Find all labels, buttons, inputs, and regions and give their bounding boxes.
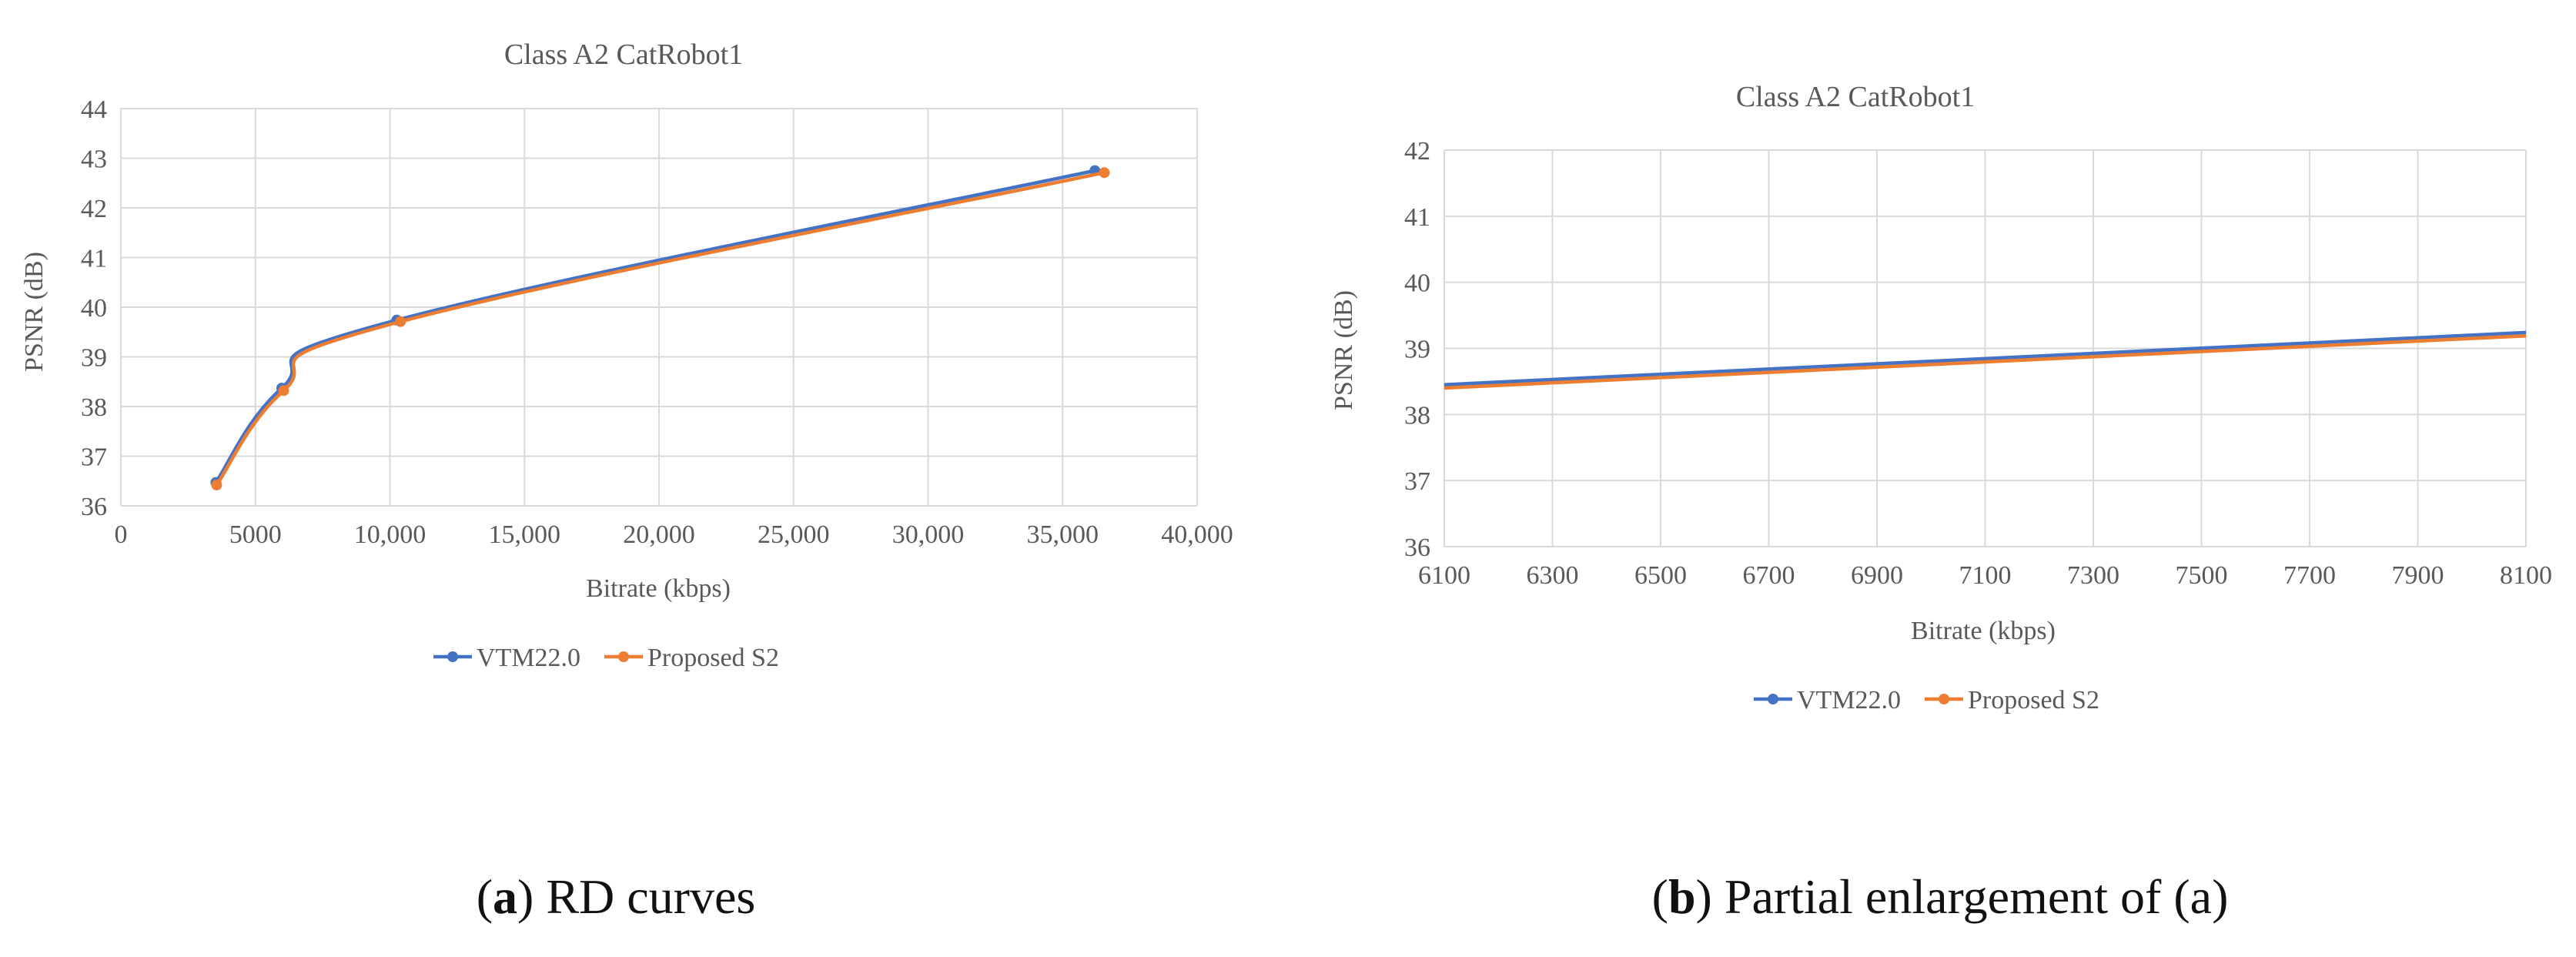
- caption-text: Partial enlargement of (a): [1724, 869, 2229, 924]
- legend-label: VTM22.0: [477, 644, 580, 672]
- partial-enlargement-chart: Class A2 CatRobot1 6100 6300 6500 6700 6900 7…: [1330, 81, 2552, 714]
- x-tick-label: 30,000: [892, 520, 965, 549]
- caption-label: b: [1668, 869, 1696, 924]
- caption-text: RD curves: [546, 869, 756, 924]
- x-tick-label: 7900: [2392, 561, 2444, 590]
- y-tick-label: 39: [81, 344, 107, 373]
- y-tick-label: 42: [81, 195, 107, 223]
- caption-b: (b) Partial enlargement of (a): [1524, 868, 2356, 930]
- rd-curves-chart: Class A2 CatRobot1 0 5000 10,000 15,000 20,0…: [20, 38, 1233, 672]
- y-tick-label: 37: [1404, 467, 1430, 496]
- x-tick-label: 25,000: [758, 520, 830, 549]
- y-axis-label: PSNR (dB): [20, 252, 49, 372]
- data-point: [1099, 167, 1110, 179]
- x-tick-label: 6300: [1527, 561, 1579, 590]
- x-tick-label: 7700: [2283, 561, 2336, 590]
- y-tick-label: 39: [1404, 336, 1430, 364]
- legend-label: Proposed S2: [1968, 686, 2099, 714]
- data-point: [278, 385, 289, 397]
- y-tick-label: 43: [81, 146, 107, 174]
- legend: VTM22.0 Proposed S2: [1754, 686, 2099, 714]
- series-line: [1444, 333, 2527, 390]
- x-tick-label: 15,000: [489, 520, 561, 549]
- caption-label: a: [493, 869, 518, 924]
- legend-swatch-marker: [1768, 694, 1778, 704]
- x-tick-label: 5000: [229, 520, 282, 549]
- caption-close: ): [517, 869, 534, 924]
- x-tick-label: 6100: [1418, 561, 1470, 590]
- x-tick-label: 35,000: [1027, 520, 1099, 549]
- chart-title: Class A2 CatRobot1: [504, 38, 743, 71]
- y-tick-label: 38: [81, 393, 107, 422]
- y-tick-label: 40: [1404, 269, 1430, 298]
- chart-title: Class A2 CatRobot1: [1736, 81, 1975, 113]
- x-axis-label: Bitrate (kbps): [1911, 617, 2056, 645]
- y-tick-label: 41: [1404, 203, 1430, 232]
- x-tick-label: 40,000: [1161, 520, 1233, 549]
- x-tick-label: 10,000: [354, 520, 427, 549]
- x-tick-label: 6500: [1634, 561, 1687, 590]
- plot-area: 0 5000 10,000 15,000 20,000 25,000 30,000 35,00…: [81, 95, 1233, 549]
- legend-swatch-marker: [447, 651, 458, 662]
- y-tick-label: 42: [1404, 137, 1430, 166]
- y-tick-label: 36: [1404, 534, 1430, 562]
- caption-close: ): [1695, 869, 1712, 924]
- series-line: [215, 171, 1105, 487]
- x-tick-label: 7300: [2067, 561, 2119, 590]
- x-tick-label: 0: [115, 520, 128, 549]
- y-tick-label: 44: [81, 95, 107, 124]
- data-point: [395, 316, 406, 327]
- caption-a: (a) RD curves: [400, 868, 831, 930]
- legend-label: Proposed S2: [647, 644, 779, 672]
- x-tick-label: 7500: [2176, 561, 2228, 590]
- y-tick-label: 37: [81, 443, 107, 472]
- x-tick-label: 20,000: [623, 520, 695, 549]
- y-tick-label: 40: [81, 294, 107, 323]
- legend-swatch-marker: [618, 651, 629, 662]
- y-tick-label: 41: [81, 245, 107, 273]
- legend-label: VTM22.0: [1797, 686, 1901, 714]
- series-line: [214, 169, 1096, 484]
- legend: VTM22.0 Proposed S2: [433, 644, 779, 672]
- caption-open: (: [476, 869, 493, 924]
- data-point: [211, 479, 222, 490]
- y-axis-label: PSNR (dB): [1330, 290, 1358, 410]
- x-tick-label: 8100: [2500, 561, 2552, 590]
- x-tick-label: 6900: [1851, 561, 1903, 590]
- caption-open: (: [1651, 869, 1668, 924]
- x-axis-label: Bitrate (kbps): [586, 574, 731, 603]
- y-tick-label: 38: [1404, 401, 1430, 430]
- legend-swatch-marker: [1939, 694, 1949, 704]
- x-tick-label: 6700: [1743, 561, 1795, 590]
- x-tick-label: 7100: [1959, 561, 2012, 590]
- series-line: [1444, 330, 2527, 386]
- plot-area: 6100 6300 6500 6700 6900 7100 7300 7500 7700 7900…: [1404, 137, 2552, 590]
- y-tick-label: 36: [81, 493, 107, 521]
